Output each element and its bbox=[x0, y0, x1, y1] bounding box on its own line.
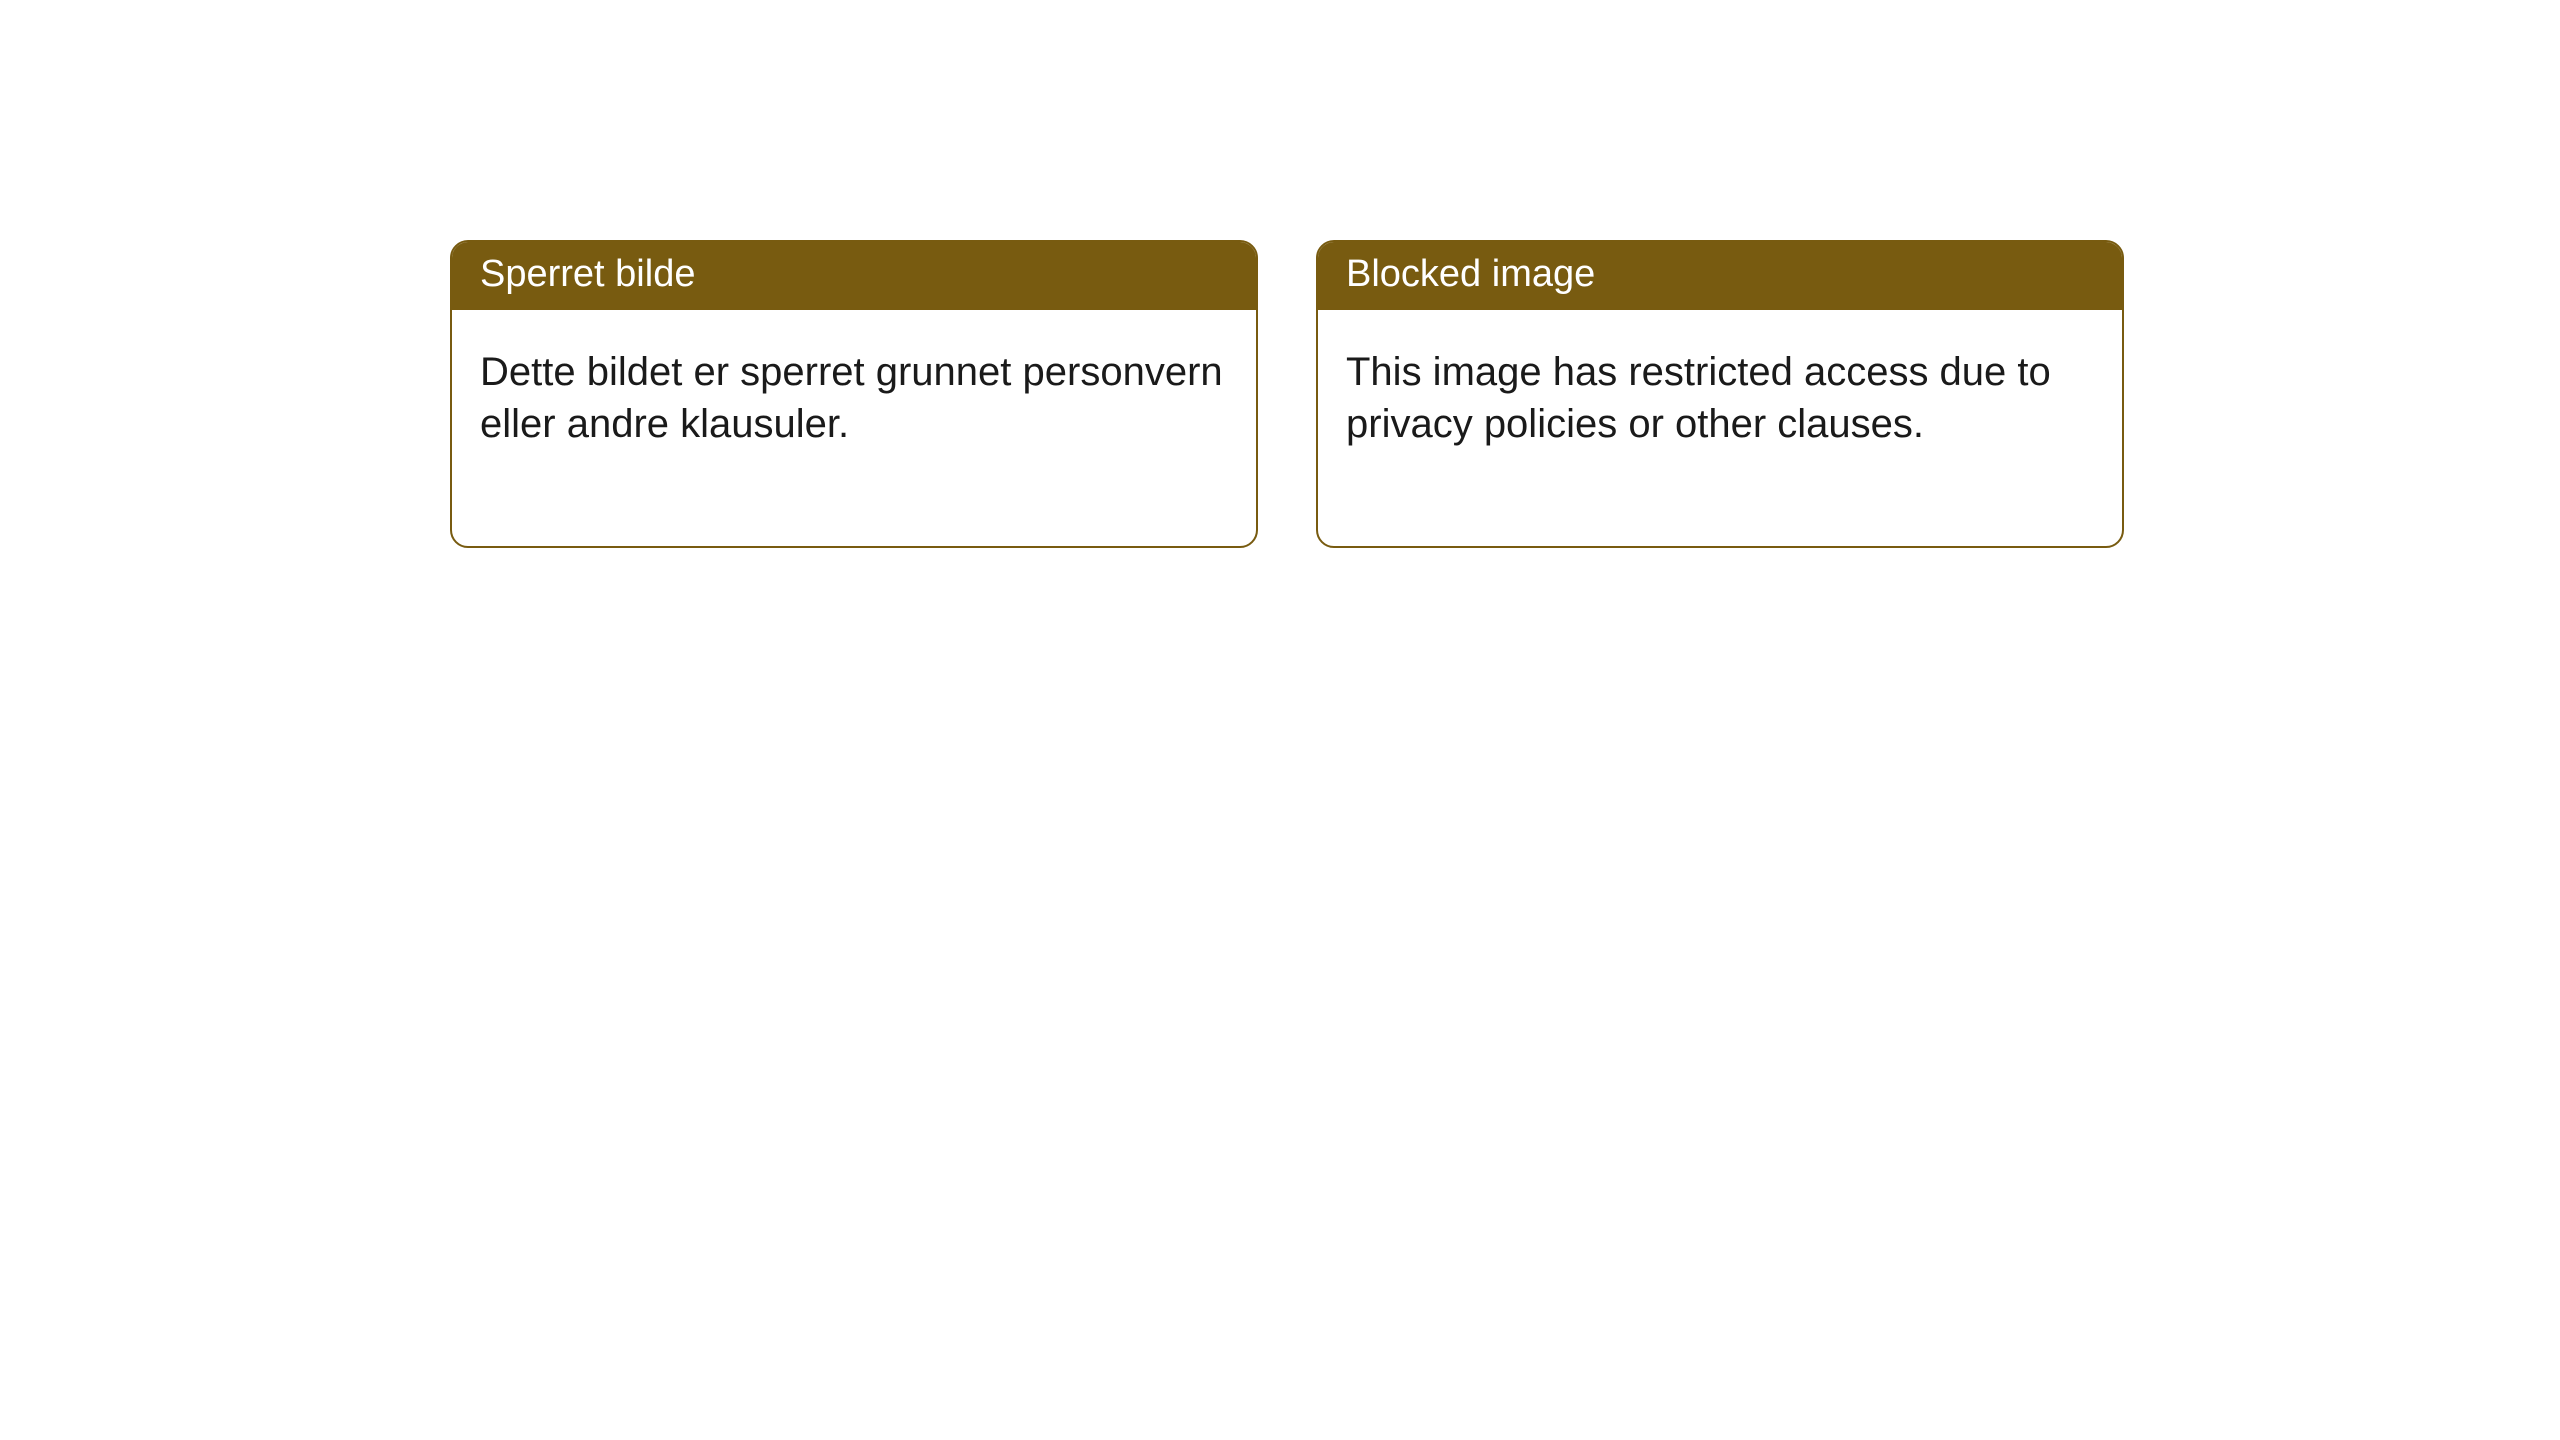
notice-body: Dette bildet er sperret grunnet personve… bbox=[452, 310, 1256, 546]
notice-title: Blocked image bbox=[1318, 242, 2122, 310]
notice-title: Sperret bilde bbox=[452, 242, 1256, 310]
notice-container: Sperret bilde Dette bildet er sperret gr… bbox=[0, 0, 2560, 548]
notice-body: This image has restricted access due to … bbox=[1318, 310, 2122, 546]
notice-card-norwegian: Sperret bilde Dette bildet er sperret gr… bbox=[450, 240, 1258, 548]
notice-card-english: Blocked image This image has restricted … bbox=[1316, 240, 2124, 548]
